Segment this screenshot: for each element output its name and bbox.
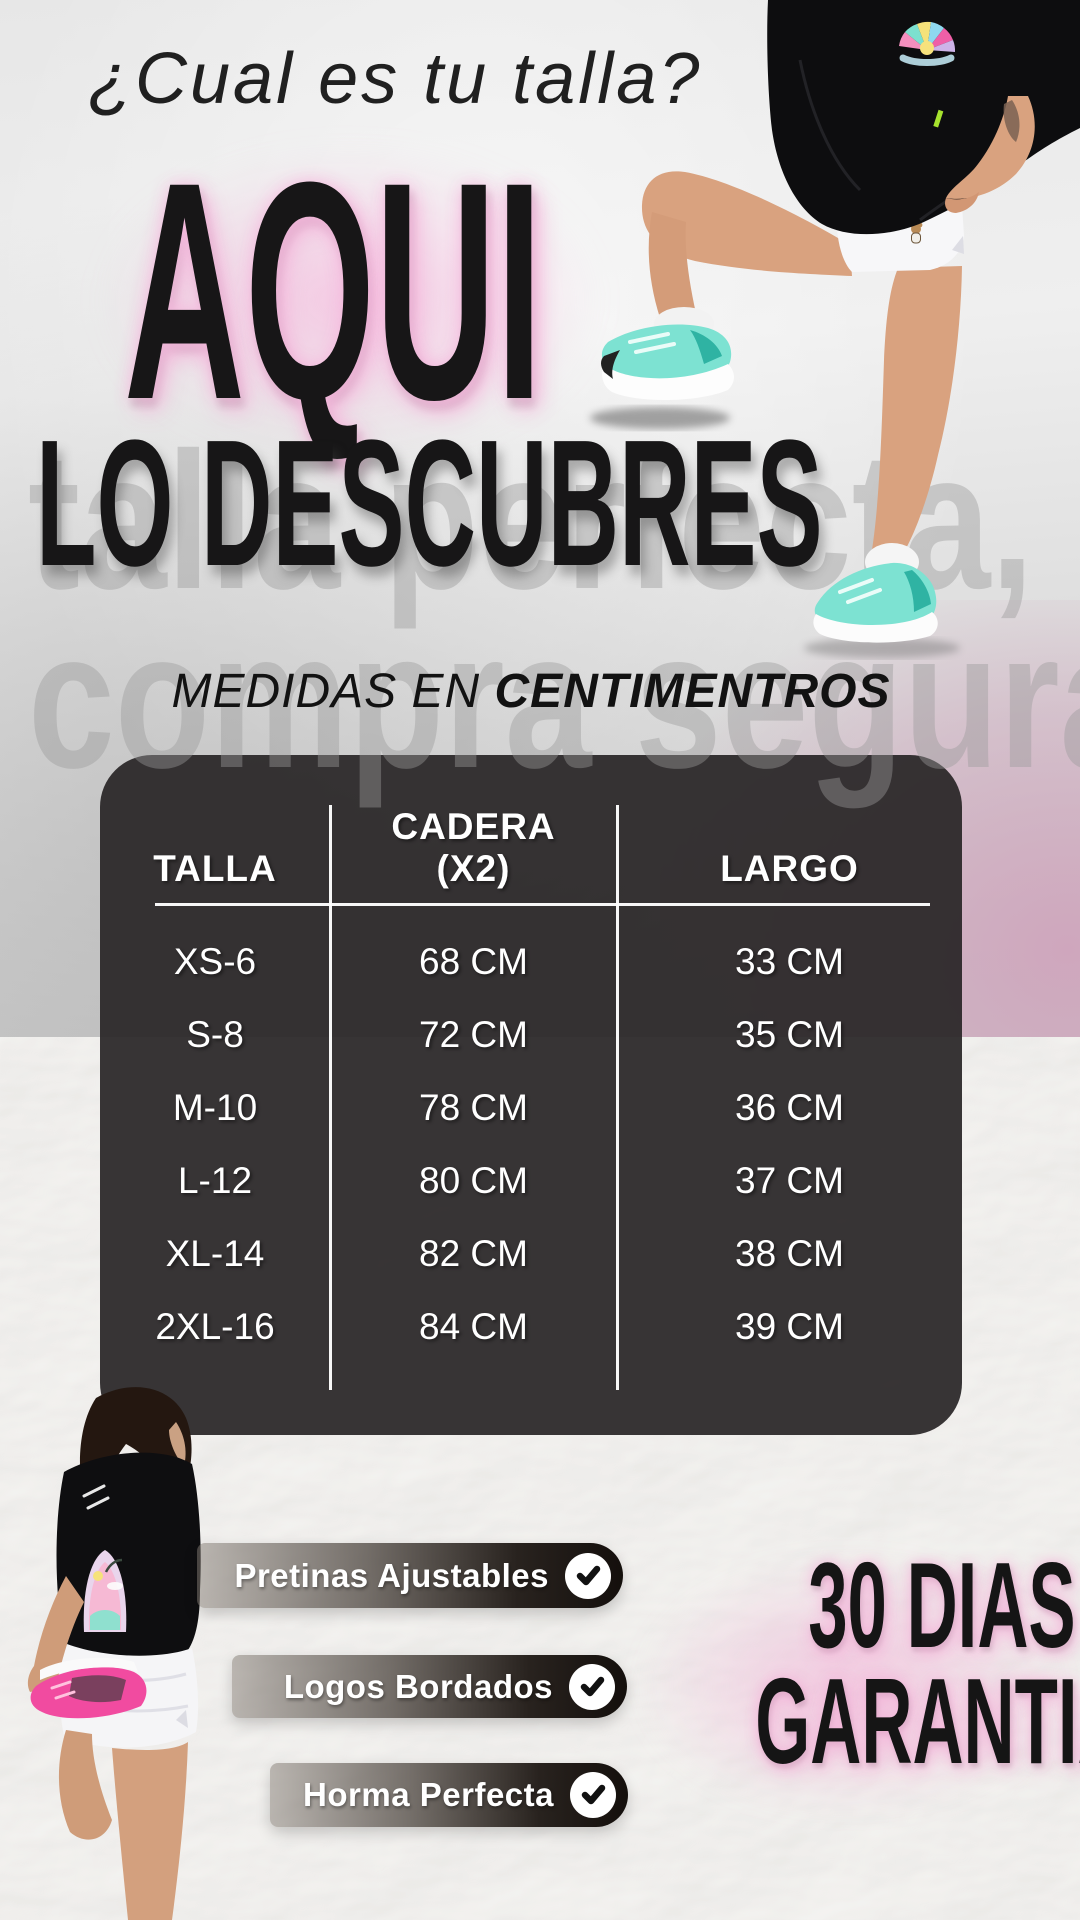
cell-largo: 33 CM bbox=[735, 940, 844, 982]
column-header-cadera: CADERA (X2) bbox=[391, 805, 556, 890]
cell-largo: 37 CM bbox=[735, 1159, 844, 1201]
check-icon bbox=[565, 1552, 611, 1599]
cell-talla: M-10 bbox=[172, 1086, 258, 1128]
feature-label: Pretinas Ajustables bbox=[234, 1556, 549, 1594]
woman-stretching-graphic bbox=[27, 1387, 201, 1920]
column-divider-2 bbox=[616, 805, 619, 1390]
header-underline bbox=[155, 903, 930, 906]
table-row: S-8 72 CM 35 CM bbox=[100, 998, 962, 1071]
feature-pill-horma-perfecta: Horma Perfecta bbox=[270, 1763, 628, 1827]
cell-talla: XL-14 bbox=[165, 1232, 265, 1274]
cell-cadera: 80 CM bbox=[419, 1159, 528, 1201]
cell-largo: 38 CM bbox=[735, 1232, 844, 1274]
units-subtitle: MEDIDAS EN CENTIMENTROS bbox=[100, 664, 962, 719]
units-subtitle-regular: MEDIDAS EN bbox=[171, 665, 495, 718]
cell-cadera: 78 CM bbox=[419, 1086, 528, 1128]
cell-cadera: 82 CM bbox=[419, 1232, 528, 1274]
size-question-title: ¿Cual es tu talla? bbox=[88, 39, 703, 119]
pink-sneaker bbox=[30, 1657, 147, 1719]
feature-pill-pretinas-ajustables: Pretinas Ajustables bbox=[197, 1543, 623, 1608]
guarantee-line-2: GARANTIA bbox=[755, 1652, 1080, 1789]
table-row: XL-14 82 CM 38 CM bbox=[100, 1217, 962, 1290]
sunburst-logo bbox=[899, 21, 956, 66]
cell-talla: L-12 bbox=[177, 1159, 253, 1201]
table-row: M-10 78 CM 36 CM bbox=[100, 1071, 962, 1144]
headline-lo-descubres: LO DESCUBRES bbox=[36, 403, 823, 604]
photo-woman-top-right bbox=[500, 0, 1080, 660]
table-row: L-12 80 CM 37 CM bbox=[100, 1144, 962, 1217]
cell-talla: 2XL-16 bbox=[155, 1305, 275, 1347]
column-divider-1 bbox=[329, 805, 332, 1390]
cell-largo: 39 CM bbox=[735, 1305, 844, 1347]
woman-raised-leg-graphic bbox=[590, 0, 1080, 658]
cell-largo: 36 CM bbox=[735, 1086, 844, 1128]
feature-label: Logos Bordados bbox=[283, 1667, 553, 1705]
headline-aqui: AQUI bbox=[124, 117, 543, 464]
check-icon bbox=[570, 1772, 616, 1818]
cell-cadera: 72 CM bbox=[419, 1013, 528, 1055]
pink-glow-behind-guarantee bbox=[640, 1560, 1060, 1810]
tee-back-print bbox=[83, 1550, 127, 1632]
table-row: 2XL-16 84 CM 39 CM bbox=[100, 1290, 962, 1363]
check-icon bbox=[569, 1663, 615, 1710]
pink-glow-behind-aqui bbox=[100, 150, 600, 450]
column-header-largo: LARGO bbox=[720, 848, 859, 890]
guarantee-line-1: 30 DIAS bbox=[808, 1537, 1076, 1673]
units-subtitle-bold: CENTIMENTROS bbox=[494, 665, 891, 718]
column-header-talla: TALLA bbox=[153, 848, 277, 890]
table-row: XS-6 68 CM 33 CM bbox=[100, 925, 962, 998]
cell-largo: 35 CM bbox=[735, 1013, 844, 1055]
cell-talla: XS-6 bbox=[173, 940, 257, 982]
size-chart-panel: TALLA CADERA (X2) LARGO XS-6 68 CM 33 CM… bbox=[100, 755, 962, 1435]
table-header-row: TALLA CADERA (X2) LARGO bbox=[100, 755, 962, 905]
photo-woman-bottom-left bbox=[0, 1380, 340, 1920]
feature-label: Horma Perfecta bbox=[303, 1776, 554, 1813]
cell-cadera: 68 CM bbox=[419, 940, 528, 982]
guarantee-badge: 30 DIAS GARANTIA bbox=[620, 1544, 1080, 1782]
table-body: XS-6 68 CM 33 CM S-8 72 CM 35 CM M-10 78… bbox=[100, 925, 962, 1363]
cell-talla: S-8 bbox=[186, 1013, 244, 1055]
bear-logo bbox=[909, 222, 923, 244]
feature-pill-logos-bordados: Logos Bordados bbox=[232, 1655, 627, 1718]
cell-cadera: 84 CM bbox=[419, 1305, 528, 1347]
